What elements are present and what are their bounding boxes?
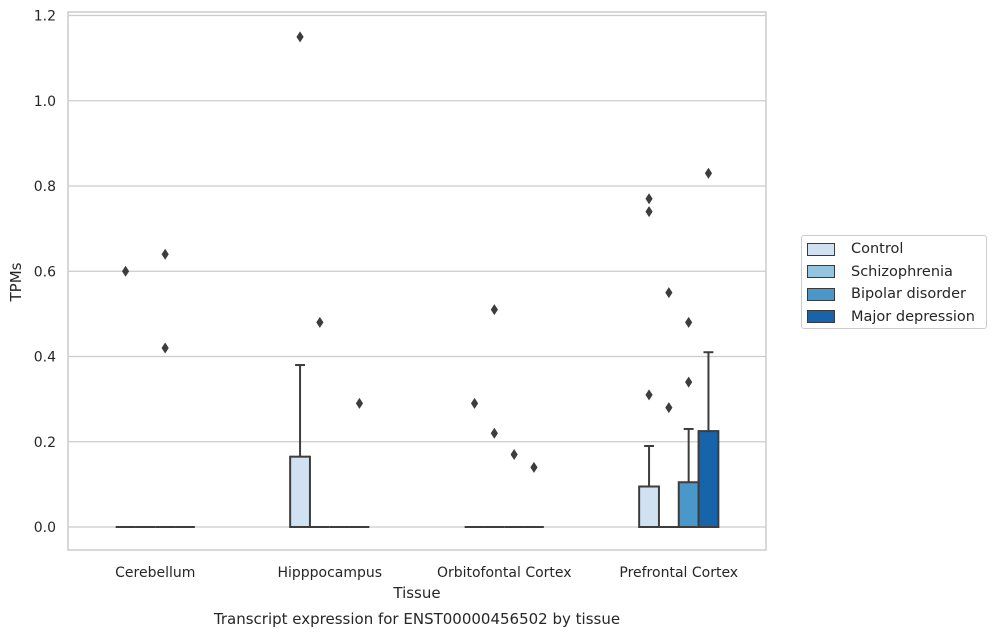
outlier-point: [161, 342, 169, 354]
outlier-point: [645, 193, 653, 205]
y-tick-label: 0.4: [34, 350, 56, 366]
x-axis-title: Tissue: [392, 584, 440, 602]
outlier-point: [685, 316, 693, 328]
outliers: [121, 31, 713, 473]
box-body: [289, 455, 311, 529]
box-body: [677, 481, 700, 528]
outlier-point: [490, 427, 498, 439]
x-tick-label: Cerebellum: [115, 565, 195, 581]
outlier-point: [645, 206, 653, 218]
chart-title: Transcript expression for ENST0000045650…: [213, 610, 620, 628]
box-major-depression: [697, 351, 720, 528]
outlier-point: [296, 31, 304, 43]
y-tick-label: 0.6: [34, 264, 56, 280]
outlier-point: [470, 397, 479, 409]
y-axis-title: TPMs: [7, 262, 25, 302]
box-control: [289, 364, 311, 529]
outlier-point: [510, 449, 518, 461]
outlier-point: [121, 265, 130, 277]
outlier-point: [490, 304, 498, 316]
box-body: [697, 430, 720, 528]
legend-swatch-bipolar-disorder: [807, 287, 835, 301]
outlier-point: [316, 316, 324, 328]
y-tick-label: 0.8: [34, 179, 56, 195]
outlier-point: [355, 397, 364, 409]
boxes: [115, 351, 720, 529]
y-tick-labels: 0.0 0.2 0.4 0.6 0.8 1.0 1.2: [34, 9, 56, 537]
outlier-point: [161, 248, 169, 260]
plot-area-frame: [67, 11, 767, 551]
y-tick-label: 1.0: [34, 94, 56, 110]
y-tick-label: 1.2: [34, 9, 56, 25]
legend-swatch-schizophrenia: [807, 265, 835, 279]
legend-swatch-major-depression: [807, 310, 835, 324]
legend-label-major-depression: Major depression: [851, 308, 975, 325]
legend-swatch-control: [807, 242, 835, 256]
box-control: [638, 445, 660, 529]
legend-item-major-depression: Major depression: [807, 306, 986, 329]
legend-label-bipolar-disorder: Bipolar disorder: [851, 286, 966, 303]
outlier-point: [685, 376, 693, 388]
legend: Control Schizophrenia Bipolar disorder M…: [801, 235, 987, 329]
box-body: [638, 485, 660, 529]
x-tick-label: Prefrontal Cortex: [619, 565, 738, 581]
x-tick-label: Orbitofontal Cortex: [437, 565, 572, 581]
legend-item-bipolar-disorder: Bipolar disorder: [807, 283, 986, 306]
outlier-point: [645, 389, 653, 401]
outlier-point: [704, 167, 713, 179]
legend-item-schizophrenia: Schizophrenia: [807, 261, 986, 284]
outlier-point: [530, 461, 538, 473]
outlier-point: [665, 287, 673, 299]
legend-label-control: Control: [851, 241, 904, 258]
x-tick-labels: Cerebellum Hipppocampus Orbitofontal Corte…: [115, 565, 738, 581]
outlier-point: [665, 402, 673, 414]
y-tick-label: 0.0: [34, 520, 56, 536]
legend-item-control: Control: [807, 238, 986, 261]
legend-label-schizophrenia: Schizophrenia: [851, 263, 953, 280]
x-tick-label: Hipppocampus: [277, 565, 382, 581]
y-tick-label: 0.2: [34, 435, 56, 451]
